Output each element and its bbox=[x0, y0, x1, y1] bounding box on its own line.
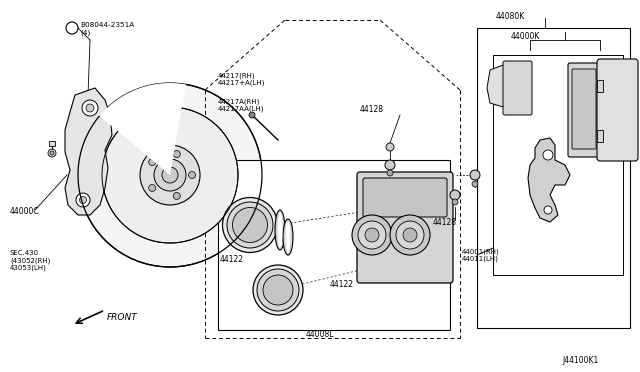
Bar bbox=[218, 160, 450, 330]
Circle shape bbox=[50, 151, 54, 155]
Circle shape bbox=[352, 215, 392, 255]
Circle shape bbox=[189, 171, 195, 179]
Circle shape bbox=[452, 199, 458, 205]
Circle shape bbox=[365, 228, 379, 242]
Circle shape bbox=[148, 185, 156, 192]
Circle shape bbox=[386, 143, 394, 151]
Circle shape bbox=[76, 193, 90, 207]
Circle shape bbox=[173, 151, 180, 158]
Wedge shape bbox=[100, 83, 186, 175]
Text: 44000K: 44000K bbox=[510, 32, 540, 41]
Ellipse shape bbox=[263, 275, 293, 305]
FancyBboxPatch shape bbox=[597, 59, 638, 161]
Bar bbox=[597, 80, 603, 92]
Circle shape bbox=[78, 83, 262, 267]
Circle shape bbox=[249, 112, 255, 118]
Circle shape bbox=[154, 159, 186, 191]
Polygon shape bbox=[65, 88, 112, 215]
Circle shape bbox=[385, 160, 395, 170]
Circle shape bbox=[102, 107, 238, 243]
Text: 44080K: 44080K bbox=[495, 12, 525, 21]
FancyBboxPatch shape bbox=[568, 63, 600, 157]
Circle shape bbox=[544, 206, 552, 214]
Bar bbox=[597, 130, 603, 142]
Ellipse shape bbox=[223, 198, 278, 253]
Ellipse shape bbox=[232, 208, 268, 243]
Text: 44128: 44128 bbox=[360, 105, 384, 114]
Text: J44100K1: J44100K1 bbox=[562, 356, 598, 365]
Bar bbox=[493, 55, 623, 275]
Bar bbox=[49, 141, 55, 146]
Circle shape bbox=[162, 167, 178, 183]
Text: 44128: 44128 bbox=[433, 218, 457, 227]
Circle shape bbox=[403, 228, 417, 242]
Circle shape bbox=[358, 221, 386, 249]
Circle shape bbox=[66, 22, 78, 34]
Circle shape bbox=[470, 170, 480, 180]
Ellipse shape bbox=[257, 269, 299, 311]
Text: SEC.430
(43052(RH)
43053(LH): SEC.430 (43052(RH) 43053(LH) bbox=[10, 250, 51, 271]
Polygon shape bbox=[487, 65, 516, 107]
Text: 44122: 44122 bbox=[220, 255, 244, 264]
Text: 44122: 44122 bbox=[330, 280, 354, 289]
Ellipse shape bbox=[286, 222, 290, 252]
Circle shape bbox=[472, 181, 478, 187]
Text: 44000C: 44000C bbox=[10, 207, 40, 216]
Circle shape bbox=[173, 192, 180, 199]
Text: 44008L: 44008L bbox=[306, 330, 334, 339]
Circle shape bbox=[86, 104, 94, 112]
Ellipse shape bbox=[283, 219, 293, 255]
Polygon shape bbox=[528, 138, 570, 222]
Circle shape bbox=[148, 158, 156, 166]
FancyBboxPatch shape bbox=[363, 178, 447, 217]
Text: 44001(RH)
44011(LH): 44001(RH) 44011(LH) bbox=[462, 248, 500, 262]
FancyBboxPatch shape bbox=[503, 61, 532, 115]
Circle shape bbox=[140, 145, 200, 205]
Circle shape bbox=[79, 196, 86, 203]
Text: 44217A(RH)
44217AA(LH): 44217A(RH) 44217AA(LH) bbox=[218, 98, 264, 112]
Circle shape bbox=[82, 100, 98, 116]
FancyBboxPatch shape bbox=[357, 172, 453, 283]
Circle shape bbox=[543, 150, 553, 160]
FancyBboxPatch shape bbox=[572, 69, 596, 149]
Text: 44217(RH)
44217+A(LH): 44217(RH) 44217+A(LH) bbox=[218, 72, 266, 86]
Circle shape bbox=[387, 170, 393, 176]
Ellipse shape bbox=[253, 265, 303, 315]
Circle shape bbox=[450, 190, 460, 200]
Text: FRONT: FRONT bbox=[107, 313, 138, 322]
Ellipse shape bbox=[227, 202, 273, 248]
Text: B08044-2351A
(4): B08044-2351A (4) bbox=[80, 22, 134, 35]
Circle shape bbox=[390, 215, 430, 255]
Circle shape bbox=[396, 221, 424, 249]
Text: B: B bbox=[69, 25, 75, 31]
Circle shape bbox=[48, 149, 56, 157]
Ellipse shape bbox=[278, 213, 282, 247]
Ellipse shape bbox=[275, 210, 285, 250]
Bar bbox=[477, 28, 630, 328]
